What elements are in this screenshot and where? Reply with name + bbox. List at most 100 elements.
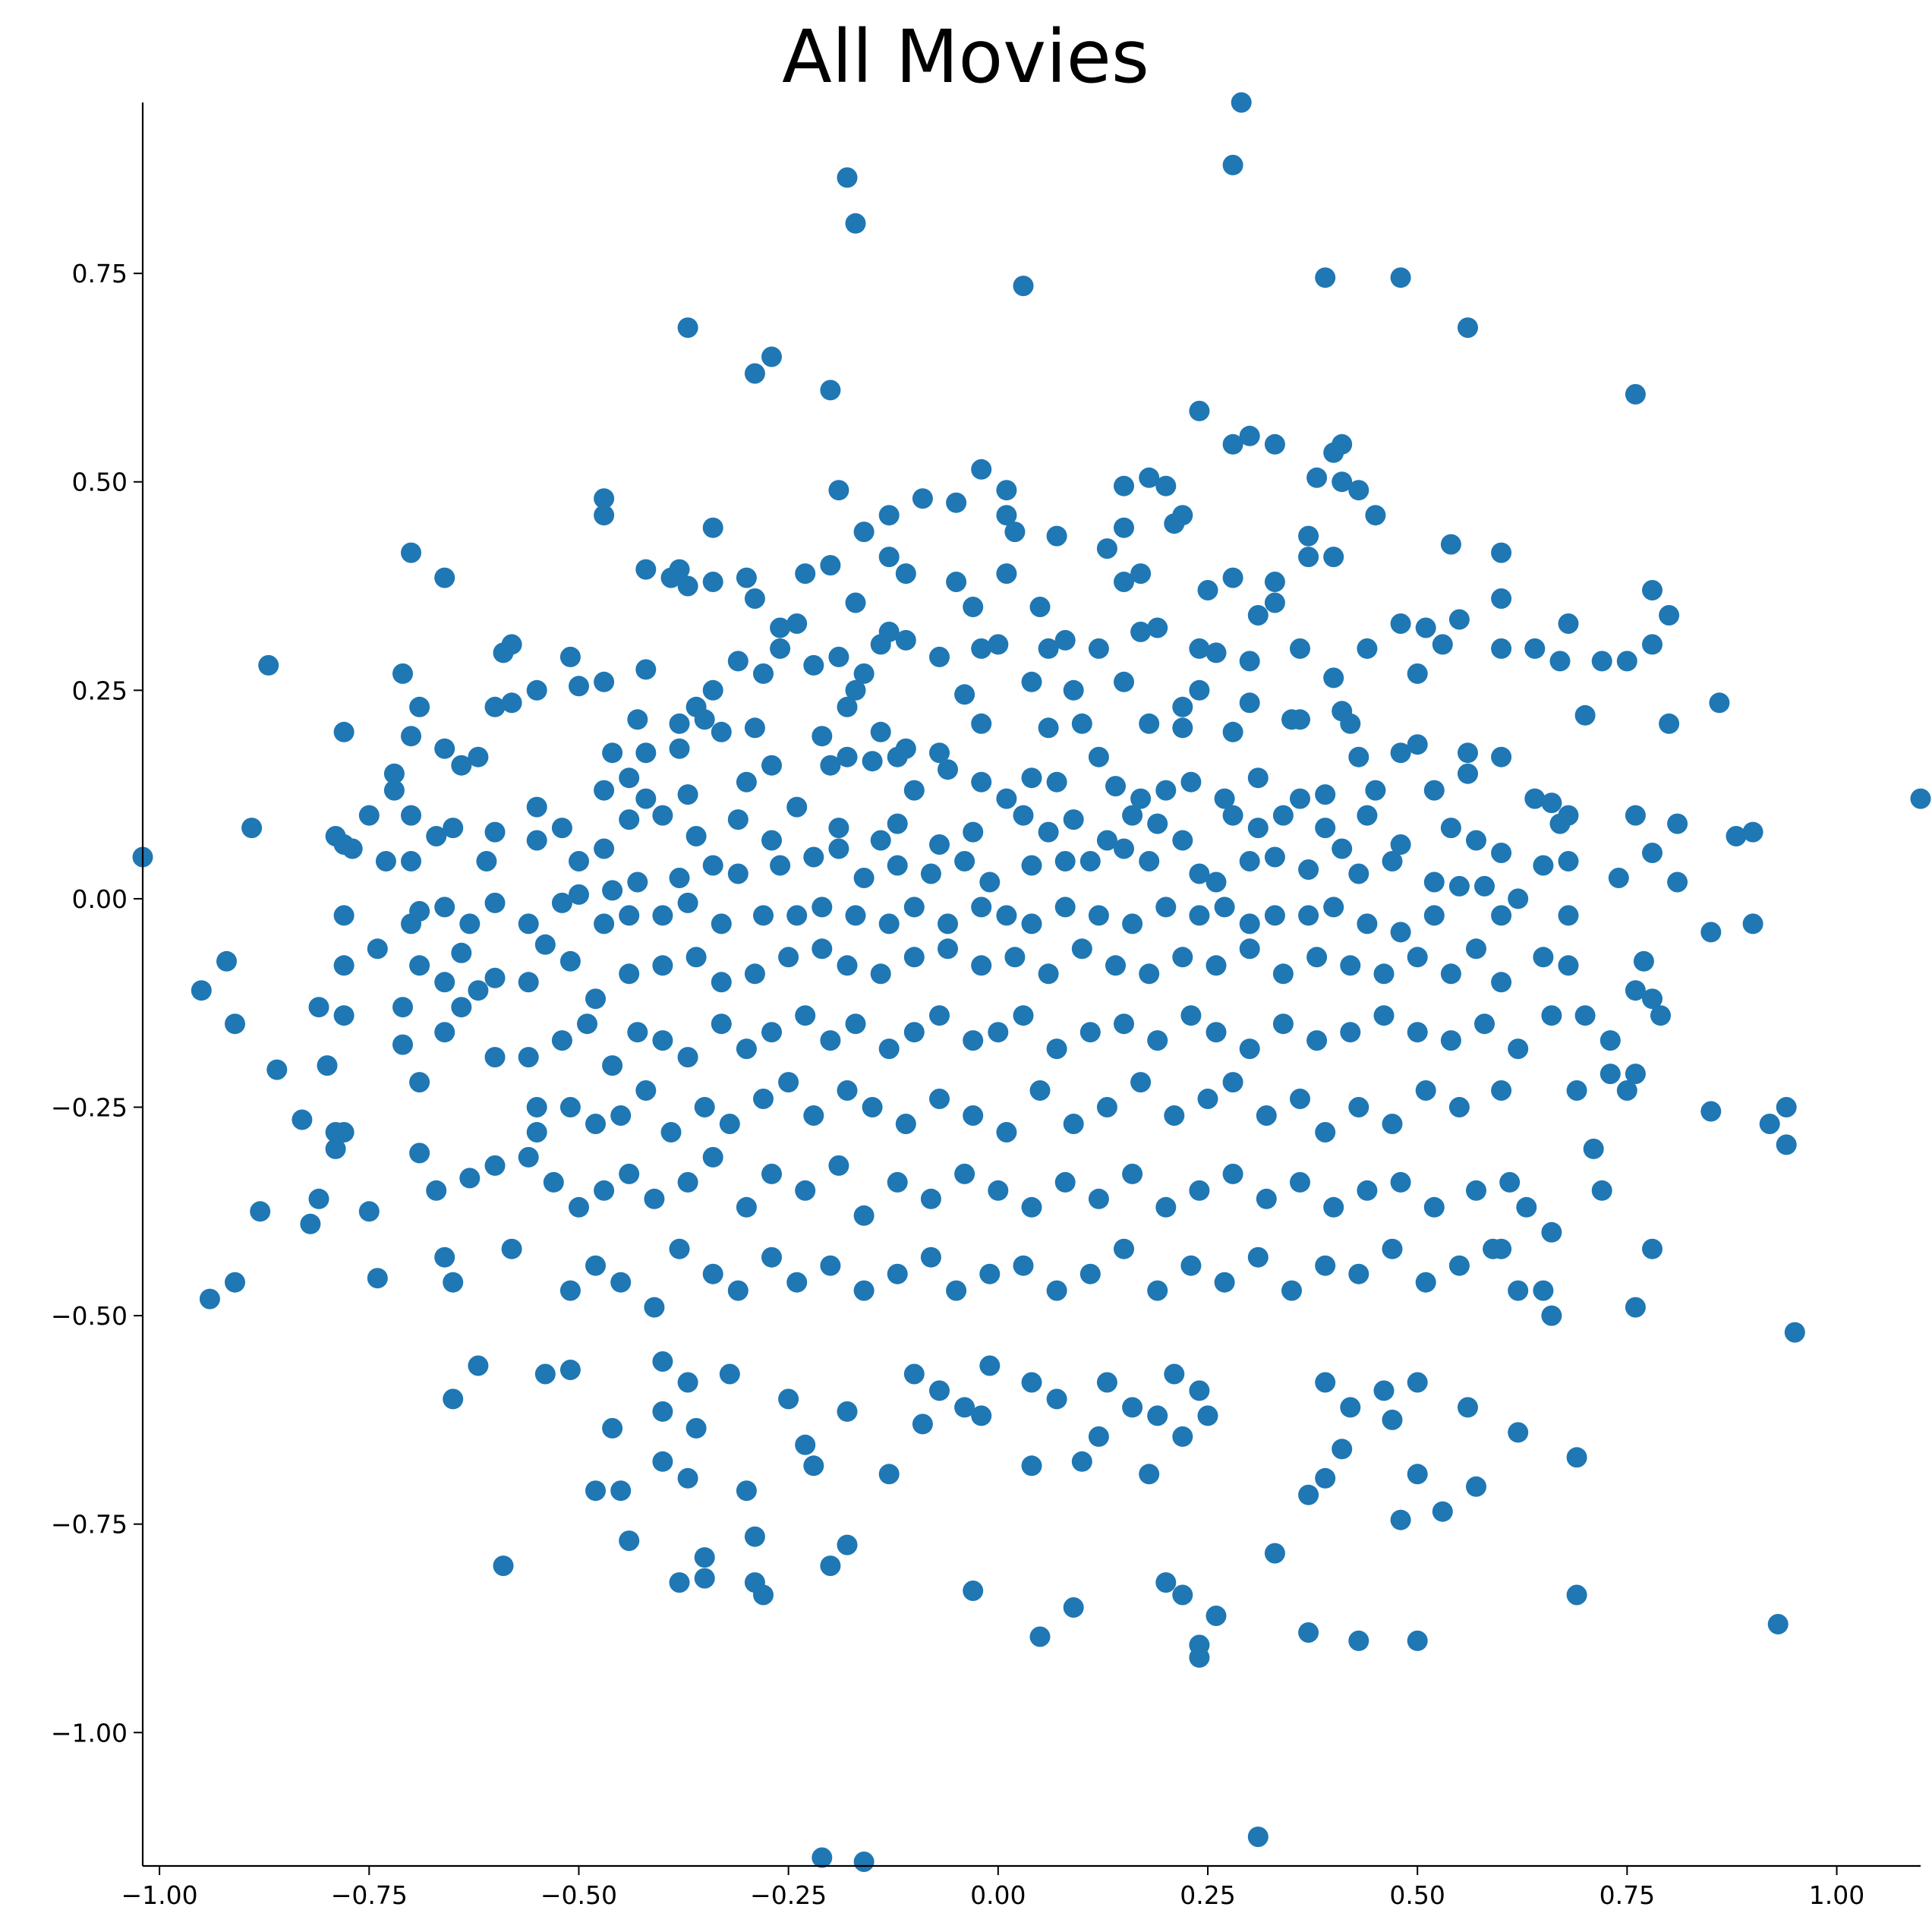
data-point xyxy=(1139,851,1160,871)
data-point xyxy=(711,913,732,934)
data-point xyxy=(736,1038,757,1060)
data-point xyxy=(1357,1180,1378,1201)
data-point xyxy=(409,955,430,976)
data-point xyxy=(468,1355,489,1376)
data-point xyxy=(795,1005,816,1026)
data-point xyxy=(534,934,556,955)
data-point xyxy=(1290,1089,1310,1109)
data-point xyxy=(1508,1422,1529,1443)
data-point xyxy=(300,1213,321,1234)
data-point xyxy=(1508,1038,1529,1060)
data-point xyxy=(1458,1397,1478,1418)
data-point xyxy=(1407,947,1428,968)
data-point xyxy=(1667,813,1688,834)
data-point xyxy=(1323,667,1344,689)
data-point xyxy=(1348,1097,1369,1117)
data-point xyxy=(401,542,421,563)
data-point xyxy=(1407,663,1428,684)
data-point xyxy=(929,742,950,764)
data-point xyxy=(1114,1238,1134,1259)
data-point xyxy=(971,459,992,480)
data-point xyxy=(1365,780,1386,801)
data-point xyxy=(912,488,933,509)
data-point xyxy=(1458,763,1478,784)
data-point xyxy=(1088,1426,1109,1447)
data-point xyxy=(451,755,472,776)
data-point xyxy=(383,780,405,801)
data-point xyxy=(753,1089,774,1109)
data-point xyxy=(1415,1080,1436,1101)
data-point xyxy=(1458,317,1478,339)
data-point xyxy=(1147,813,1168,834)
data-point xyxy=(1390,1171,1411,1193)
data-point xyxy=(979,871,1001,893)
data-point xyxy=(903,897,925,918)
data-point xyxy=(795,1180,816,1201)
data-point xyxy=(727,809,749,830)
data-point xyxy=(1021,1196,1042,1218)
data-point xyxy=(1021,1455,1042,1477)
data-point xyxy=(1189,638,1210,659)
data-point xyxy=(1239,425,1260,446)
data-point xyxy=(627,1022,648,1043)
data-point xyxy=(602,1055,623,1076)
data-point xyxy=(1281,1280,1302,1301)
data-point xyxy=(878,913,900,934)
data-point xyxy=(820,1555,841,1577)
data-point xyxy=(903,1363,925,1385)
data-point xyxy=(1139,1464,1160,1485)
data-point xyxy=(669,868,690,888)
data-point xyxy=(1373,1380,1395,1401)
data-point xyxy=(1315,784,1336,805)
data-point xyxy=(1096,1097,1117,1117)
data-point xyxy=(266,1059,288,1080)
data-point xyxy=(333,905,355,926)
data-point xyxy=(1348,746,1369,767)
data-point xyxy=(1608,868,1629,888)
y-tick-label: 0.50 xyxy=(72,468,128,497)
data-point xyxy=(1491,843,1512,863)
data-point xyxy=(409,1142,430,1164)
data-point xyxy=(786,613,808,634)
data-point xyxy=(903,947,925,968)
data-point xyxy=(1264,433,1285,455)
data-point xyxy=(1172,947,1193,968)
data-point xyxy=(820,1255,841,1276)
data-point xyxy=(878,1464,900,1485)
data-point xyxy=(1390,613,1411,634)
data-point xyxy=(988,1022,1009,1043)
data-point xyxy=(367,938,388,960)
data-point xyxy=(635,559,657,580)
data-point xyxy=(677,1372,698,1393)
data-point xyxy=(669,738,690,759)
data-point xyxy=(828,1155,849,1176)
data-point xyxy=(1591,1180,1612,1201)
data-point xyxy=(878,1038,900,1060)
data-point xyxy=(685,826,707,846)
data-point xyxy=(837,167,858,188)
data-point xyxy=(1189,905,1210,926)
data-point xyxy=(954,1163,975,1184)
data-point xyxy=(1063,809,1084,830)
data-point xyxy=(744,363,765,384)
data-point xyxy=(1491,746,1512,767)
data-point xyxy=(577,1013,597,1035)
data-point xyxy=(1298,1622,1319,1643)
data-point xyxy=(652,1030,673,1051)
x-tick-label: 0.75 xyxy=(1599,1880,1655,1910)
data-point xyxy=(1910,788,1931,809)
data-point xyxy=(1021,671,1042,692)
data-point xyxy=(1357,913,1378,934)
data-point xyxy=(920,863,941,884)
data-point xyxy=(946,492,967,513)
data-point xyxy=(652,1351,673,1372)
data-point xyxy=(1415,617,1436,638)
data-point xyxy=(610,1105,632,1126)
data-point xyxy=(1625,383,1646,405)
data-point xyxy=(778,1388,799,1410)
data-point xyxy=(585,1255,606,1276)
data-point xyxy=(895,1114,916,1134)
y-axis-ticks: −1.00 −0.75 −0.50 −0.25 0.00 0.25 0.50 0.75 xyxy=(51,259,143,1748)
data-point xyxy=(1574,704,1596,726)
data-point xyxy=(1189,1380,1210,1401)
